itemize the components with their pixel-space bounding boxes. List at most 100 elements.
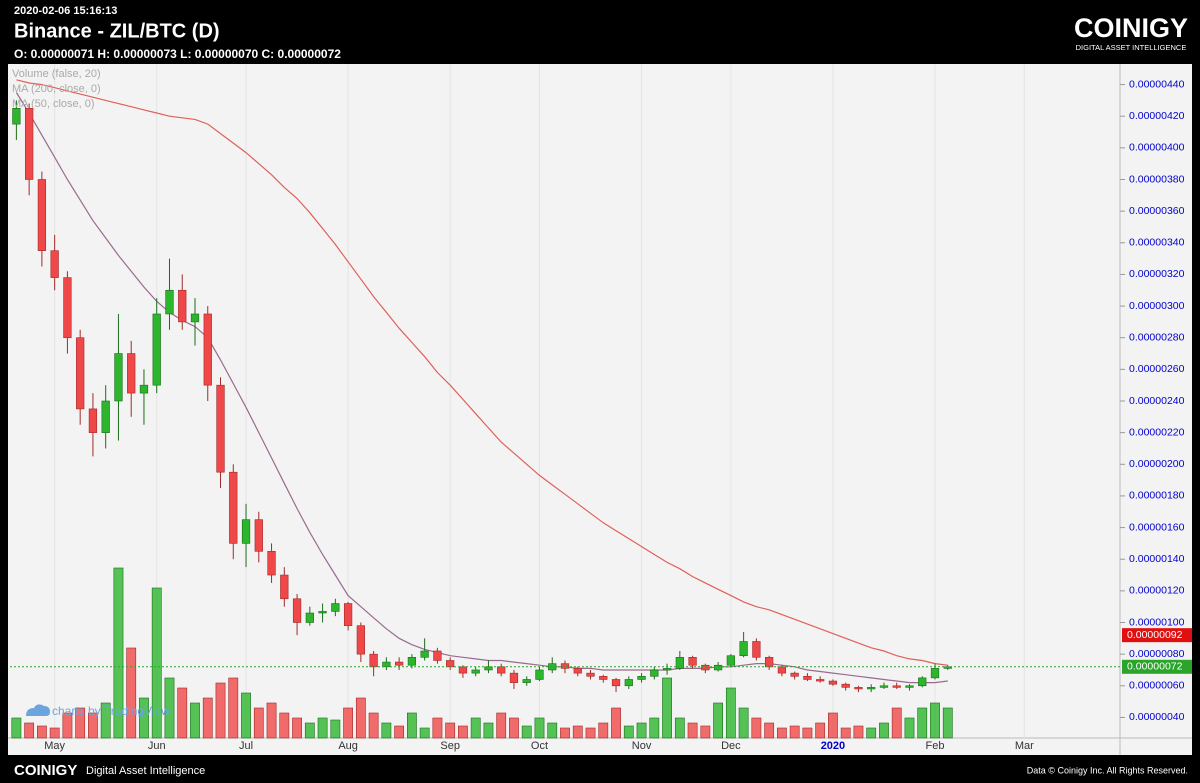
candle-body [497, 666, 506, 674]
candle-body [267, 551, 276, 576]
y-tick-label: 0.00000180 [1129, 490, 1185, 502]
volume-bar [37, 725, 47, 739]
volume-bar [330, 719, 341, 739]
volume-bar [828, 712, 838, 739]
candle-body [343, 603, 353, 626]
candle-body [765, 657, 774, 668]
volume-bar [547, 722, 558, 739]
volume-bar [164, 677, 175, 739]
volume-bar [355, 697, 366, 739]
candle-body [739, 641, 748, 657]
volume-bar [202, 697, 213, 739]
volume-bar [11, 717, 22, 739]
candle-body [509, 672, 519, 683]
volume-bar [317, 717, 328, 739]
y-tick-label: 0.00000200 [1129, 458, 1185, 470]
candle-body [471, 669, 480, 674]
volume-bar [151, 587, 162, 739]
candle-body [203, 313, 212, 386]
volume-bar [432, 717, 443, 739]
indicator-legend: MA (200, close, 0) [12, 83, 101, 95]
volume-bar [521, 725, 532, 739]
volume-bar [49, 727, 60, 739]
y-tick-label: 0.00000100 [1129, 616, 1185, 628]
y-tick-label: 0.00000380 [1129, 173, 1185, 185]
volume-bar [853, 725, 864, 739]
axis-layer: May Jun Jul Aug Sep Oct Nov Dec 2020 Feb Mar 0.0000… [10, 78, 1192, 752]
legend-layer: Volume (false, 20) MA (200, close, 0) MA (… [12, 68, 101, 110]
y-tick-label: 0.00000260 [1129, 363, 1185, 375]
volume-bar [496, 712, 507, 739]
candle-body [407, 657, 417, 666]
candle-body [12, 108, 21, 125]
candle-body [88, 408, 98, 433]
candle-body [726, 655, 735, 666]
x-tick-label: Aug [338, 740, 358, 752]
y-tick-label: 0.00000060 [1129, 680, 1185, 692]
x-tick-label: Oct [531, 740, 548, 752]
candle-body [548, 663, 557, 671]
candle-body [560, 663, 570, 669]
grid-layer [54, 64, 1025, 738]
candle-body [114, 353, 123, 402]
footer-logo: COINIGY [14, 762, 77, 779]
price-marker-label: 0.00000092 [1127, 629, 1183, 641]
volume-bar [253, 707, 264, 739]
candle-body [229, 471, 238, 544]
candle-body [420, 650, 429, 658]
volume-bar [445, 722, 456, 739]
plot-background [8, 64, 1192, 755]
volume-bar [509, 717, 519, 739]
volume-bar [738, 707, 749, 739]
x-tick-label: Jul [239, 740, 253, 752]
candle-body [713, 664, 723, 671]
volume-bar [228, 677, 239, 739]
x-tick-label: Dec [721, 740, 741, 752]
candle-body [790, 672, 799, 677]
candle-body [662, 668, 672, 671]
candle-body [63, 277, 72, 339]
volume-bar [88, 712, 98, 739]
candle-body [127, 353, 136, 394]
candle-body [101, 400, 110, 433]
volume-bar [470, 717, 481, 739]
candle-body [216, 384, 225, 473]
moving-average-line [16, 79, 948, 666]
candle-body [190, 313, 200, 323]
timestamp: 2020-02-06 15:16:13 [14, 5, 117, 17]
candle-body [165, 289, 174, 315]
price-marker-box [1122, 628, 1192, 643]
watermark: charts by TradingView [26, 704, 170, 718]
volume-bar [840, 727, 851, 739]
x-tick-label: May [44, 740, 65, 752]
y-tick-label: 0.00000360 [1129, 205, 1185, 217]
volume-bar [866, 727, 877, 739]
y-tick-label: 0.00000220 [1129, 426, 1185, 438]
y-tick-label: 0.00000420 [1129, 110, 1185, 122]
candle-body [752, 641, 761, 658]
volume-bar [649, 717, 660, 739]
candle-body [599, 675, 608, 680]
candle-body [305, 612, 314, 623]
candle-body [535, 669, 544, 680]
y-tick-label: 0.00000440 [1129, 78, 1185, 90]
watermark-icon [26, 704, 50, 716]
candle-body [867, 687, 876, 690]
volume-bar [687, 722, 698, 739]
volume-bar [802, 727, 813, 739]
volume-bar [100, 702, 111, 739]
volume-bar [917, 707, 928, 739]
volume-bar [215, 682, 226, 739]
candle-body [25, 108, 34, 180]
volume-bar [126, 647, 137, 739]
price-marker-box [1122, 659, 1192, 674]
candle-body [854, 687, 863, 690]
candle-body [777, 666, 787, 674]
candle-body [382, 661, 391, 668]
candle-body [688, 657, 697, 666]
y-tick-label: 0.00000320 [1129, 268, 1185, 280]
volume-bar [304, 722, 315, 739]
volume-bar [674, 717, 685, 739]
